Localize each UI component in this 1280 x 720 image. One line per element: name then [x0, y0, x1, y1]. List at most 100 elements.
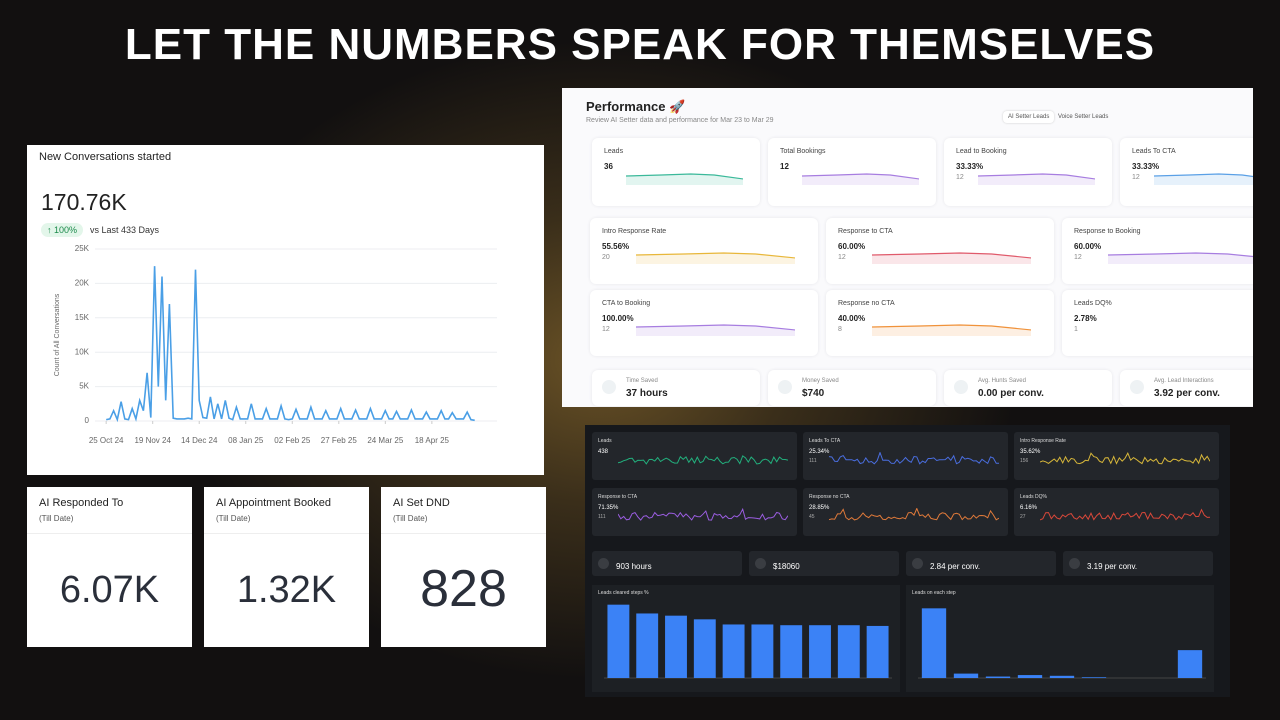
- summary-icon: [778, 380, 792, 394]
- summary-card: Money Saved $740: [768, 370, 936, 406]
- bar: [780, 625, 803, 678]
- sparkline-fill: [871, 325, 1032, 337]
- metric-card: Leads To CTA 33.33% 12: [1120, 138, 1253, 206]
- perf-title: Performance 🚀: [586, 99, 686, 114]
- dark-card: Intro Response Rate 35.62% 156: [1014, 432, 1219, 480]
- metric-label: Intro Response Rate: [602, 228, 667, 235]
- dark-value: 71.35%: [598, 505, 619, 511]
- bar: [921, 608, 947, 678]
- dark-summary-value: 903 hours: [616, 562, 652, 571]
- bar-title: Leads cleared steps %: [598, 590, 649, 596]
- dark-count: 27: [1020, 514, 1026, 520]
- metric-label: Response to Booking: [1074, 228, 1141, 235]
- dark-label: Leads: [598, 438, 612, 444]
- summary-icon: [1130, 380, 1144, 394]
- stat-label: AI Set DND: [393, 497, 450, 509]
- metric-label: Lead to Booking: [956, 148, 1007, 155]
- chart: [1040, 508, 1210, 521]
- bar: [1177, 650, 1203, 678]
- bar: [866, 625, 889, 678]
- x-tick-label: 27 Feb 25: [321, 436, 358, 445]
- metric-count: 12: [1132, 174, 1140, 181]
- sparkline: [1153, 173, 1253, 178]
- performance-panel: Performance 🚀 Review AI Setter data and p…: [562, 88, 1253, 407]
- stat-sub: (Till Date): [216, 514, 251, 523]
- bar: [985, 676, 1011, 678]
- dark-value: 25.34%: [809, 449, 830, 455]
- sparkline: [618, 508, 788, 521]
- sparkline-fill: [625, 174, 744, 186]
- y-axis-label: Count of All Conversations: [54, 293, 61, 376]
- x-tick-label: 14 Dec 24: [181, 436, 218, 445]
- metric-card: Intro Response Rate 55.56% 20: [590, 218, 818, 284]
- stat-label: AI Appointment Booked: [216, 497, 331, 509]
- metric-card: Response to Booking 60.00% 12: [1062, 218, 1253, 284]
- metric-card: Leads 36: [592, 138, 760, 206]
- chart: [604, 604, 892, 679]
- sparkline: [1040, 508, 1210, 521]
- metric-card: Leads DQ% 2.78% 1: [1062, 290, 1253, 356]
- summary-icon: [755, 558, 766, 569]
- x-tick-label: 19 Nov 24: [134, 436, 171, 445]
- metric-card: CTA to Booking 100.00% 12: [590, 290, 818, 356]
- chart: [918, 608, 1206, 679]
- x-tick-label: 18 Apr 25: [415, 436, 450, 445]
- dark-summary: 903 hours: [592, 551, 742, 576]
- sparkline: [635, 252, 796, 259]
- sparkline: [1040, 452, 1210, 465]
- stat-sub: (Till Date): [393, 514, 428, 523]
- stat-label: AI Responded To: [39, 497, 124, 509]
- divider: [381, 533, 546, 534]
- sparkline: [871, 324, 1032, 331]
- stat-value: 6.07K: [59, 569, 160, 611]
- x-tick-label: 02 Feb 25: [274, 436, 311, 445]
- dark-label: Leads To CTA: [809, 438, 841, 444]
- sparkline: [977, 173, 1096, 180]
- bar: [1017, 675, 1043, 678]
- dark-label: Response no CTA: [809, 494, 850, 500]
- bar: [636, 613, 659, 678]
- chart: [801, 173, 920, 186]
- dark-summary-value: $18060: [773, 562, 800, 571]
- sparkline-fill: [871, 253, 1032, 265]
- tab[interactable]: AI Setter Leads: [1003, 111, 1055, 123]
- metric-value: 36: [604, 162, 613, 171]
- metric-value: 40.00%: [838, 314, 866, 323]
- line: [106, 266, 475, 423]
- metric-count: 12: [956, 174, 964, 181]
- dark-value: 438: [598, 449, 609, 455]
- chart: [618, 508, 788, 521]
- divider: [27, 533, 192, 534]
- dark-summary: 3.19 per conv.: [1063, 551, 1213, 576]
- summary-label: Time Saved: [626, 378, 658, 384]
- panel-title: New Conversations started: [39, 151, 172, 163]
- chart: [1153, 173, 1253, 186]
- summary-label: Avg. Lead Interactions: [1154, 378, 1214, 384]
- bar: [953, 673, 979, 678]
- stat-card: AI Appointment Booked (Till Date) 1.32K: [204, 487, 369, 647]
- summary-card: Time Saved 37 hours: [592, 370, 760, 406]
- dark-card: Response to CTA 71.35% 111: [592, 488, 797, 536]
- bar: [693, 619, 716, 678]
- metric-value: 100.00%: [602, 314, 634, 323]
- metric-value: 2.78%: [1074, 314, 1097, 323]
- chart: [635, 252, 796, 265]
- bar: [722, 624, 745, 678]
- bar-title: Leads on each step: [912, 590, 956, 596]
- metric-count: 1: [1074, 326, 1078, 333]
- total-value: 170.76K: [41, 189, 127, 215]
- metric-count: 12: [1074, 254, 1082, 261]
- metric-label: Response to CTA: [838, 228, 893, 235]
- metric-value: 33.33%: [1132, 162, 1160, 171]
- bar: [1049, 675, 1075, 678]
- tab[interactable]: Voice Setter Leads: [1058, 114, 1109, 120]
- chart: [1107, 252, 1253, 265]
- sparkline: [618, 455, 788, 465]
- metric-label: Total Bookings: [780, 148, 826, 155]
- metric-value: 60.00%: [1074, 242, 1102, 251]
- metric-count: 12: [602, 326, 610, 333]
- x-tick-label: 24 Mar 25: [367, 436, 404, 445]
- dark-label: Intro Response Rate: [1020, 438, 1066, 444]
- chart: [1040, 452, 1210, 465]
- comparison: vs Last 433 Days: [90, 225, 160, 235]
